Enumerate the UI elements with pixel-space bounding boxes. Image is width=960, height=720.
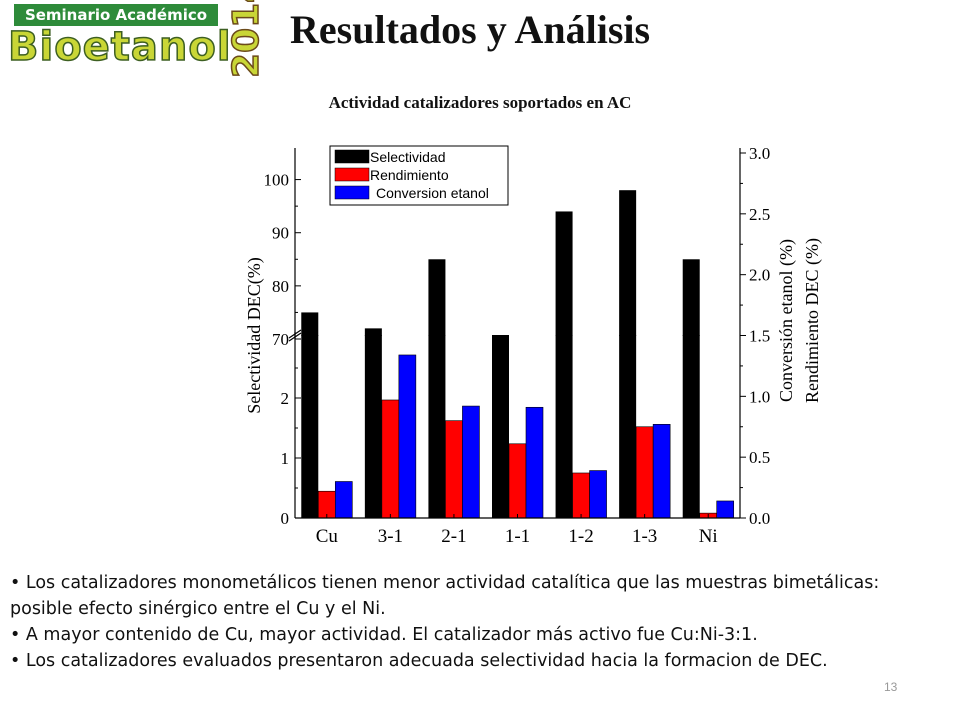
- bar-chart: Cu 3-1 2-1 1-1 1-2 1-3 Ni 70 80 90 100 0 1 2 0.0 0.5 1.0…: [244, 144, 823, 547]
- bar-selectividad: [364, 335, 382, 518]
- logo-name: Bioetanol: [7, 23, 232, 71]
- y-tick-label-left: 1: [281, 449, 290, 468]
- chart-title: Actividad catalizadores soportados en AC: [328, 93, 632, 112]
- legend-label: Rendimiento: [370, 167, 449, 183]
- y-tick-label-right: 2.0: [749, 266, 770, 285]
- bar-rendimiento: [317, 490, 336, 519]
- bar-conversion: [525, 406, 544, 519]
- bullet-list: • Los catalizadores monometálicos tienen…: [10, 570, 940, 674]
- x-tick-label: 1-2: [568, 526, 593, 547]
- bar-conversion: [652, 424, 671, 519]
- x-tick-label: 2-1: [441, 526, 466, 547]
- y-axis-label-right: Conversión etanol (%): [776, 239, 797, 402]
- y-axis-label-left: Selectividad DEC(%): [244, 257, 265, 413]
- logo-year: 2014: [225, 0, 268, 79]
- y-tick-label-left: 100: [264, 171, 290, 190]
- y-tick-label-left: 80: [272, 277, 289, 296]
- y-tick-label-right: 2.5: [749, 205, 770, 224]
- legend-swatch: [334, 185, 370, 200]
- bar-conversion: [398, 354, 417, 519]
- bar-rendimiento: [508, 443, 527, 519]
- bar-selectividad: [555, 211, 573, 336]
- legend-swatch: [334, 149, 370, 164]
- bullet-item: • Los catalizadores monometálicos tienen…: [10, 573, 880, 619]
- axis-break-mark: [288, 329, 302, 339]
- y-tick-label-left: 2: [281, 389, 290, 408]
- bar-rendimiento: [572, 472, 590, 519]
- bar-selectividad: [682, 259, 700, 336]
- page-number: 13: [884, 680, 898, 694]
- bar-rendimiento: [635, 426, 654, 519]
- x-tick-label: Cu: [316, 526, 339, 547]
- bar-selectividad: [492, 335, 509, 518]
- bar-selectividad: [428, 259, 446, 336]
- bioetanol-logo: Seminario Académico Bioetanol 2014: [7, 0, 272, 82]
- y-tick-label-left: 70: [272, 330, 289, 349]
- bar-conversion: [589, 470, 607, 519]
- legend-label: Conversion etanol: [376, 185, 489, 201]
- bar-conversion: [462, 405, 480, 519]
- bar-selectividad: [619, 190, 637, 336]
- bar-selectividad: [364, 328, 382, 336]
- y-axis-label-right: Rendimiento DEC (%): [802, 238, 823, 403]
- y-tick-label-right: 1.0: [749, 387, 770, 406]
- slide-title: Resultados y Análisis: [290, 7, 651, 52]
- y-tick-label-left: 90: [272, 224, 289, 243]
- bar-selectividad: [682, 335, 700, 518]
- axis-break-mark: [288, 332, 302, 342]
- x-tick-label: 1-3: [632, 526, 657, 547]
- x-tick-label: 1-1: [505, 526, 530, 547]
- x-tick-label: Ni: [699, 526, 718, 547]
- bar-selectividad: [301, 312, 319, 336]
- bar-selectividad: [301, 335, 319, 518]
- y-tick-label-left: 0: [281, 509, 290, 528]
- bullet-item: • A mayor contenido de Cu, mayor activid…: [10, 625, 758, 645]
- bar-selectividad: [428, 335, 446, 518]
- bullet-item: • Los catalizadores evaluados presentaro…: [10, 651, 828, 671]
- y-tick-label-right: 0.5: [749, 448, 770, 467]
- y-tick-label-right: 0.0: [749, 509, 770, 528]
- bar-selectividad: [555, 335, 573, 518]
- x-tick-label: 3-1: [378, 526, 403, 547]
- bar-selectividad: [619, 335, 637, 518]
- y-tick-label-right: 3.0: [749, 144, 770, 163]
- legend-swatch: [334, 167, 370, 182]
- legend-label: Selectividad: [370, 149, 446, 165]
- logo-badge: Seminario Académico: [14, 4, 218, 26]
- bar-rendimiento: [381, 399, 400, 519]
- bar-conversion: [334, 481, 353, 519]
- bar-rendimiento: [445, 420, 463, 519]
- bar-conversion: [716, 500, 735, 519]
- y-tick-label-right: 1.5: [749, 327, 770, 346]
